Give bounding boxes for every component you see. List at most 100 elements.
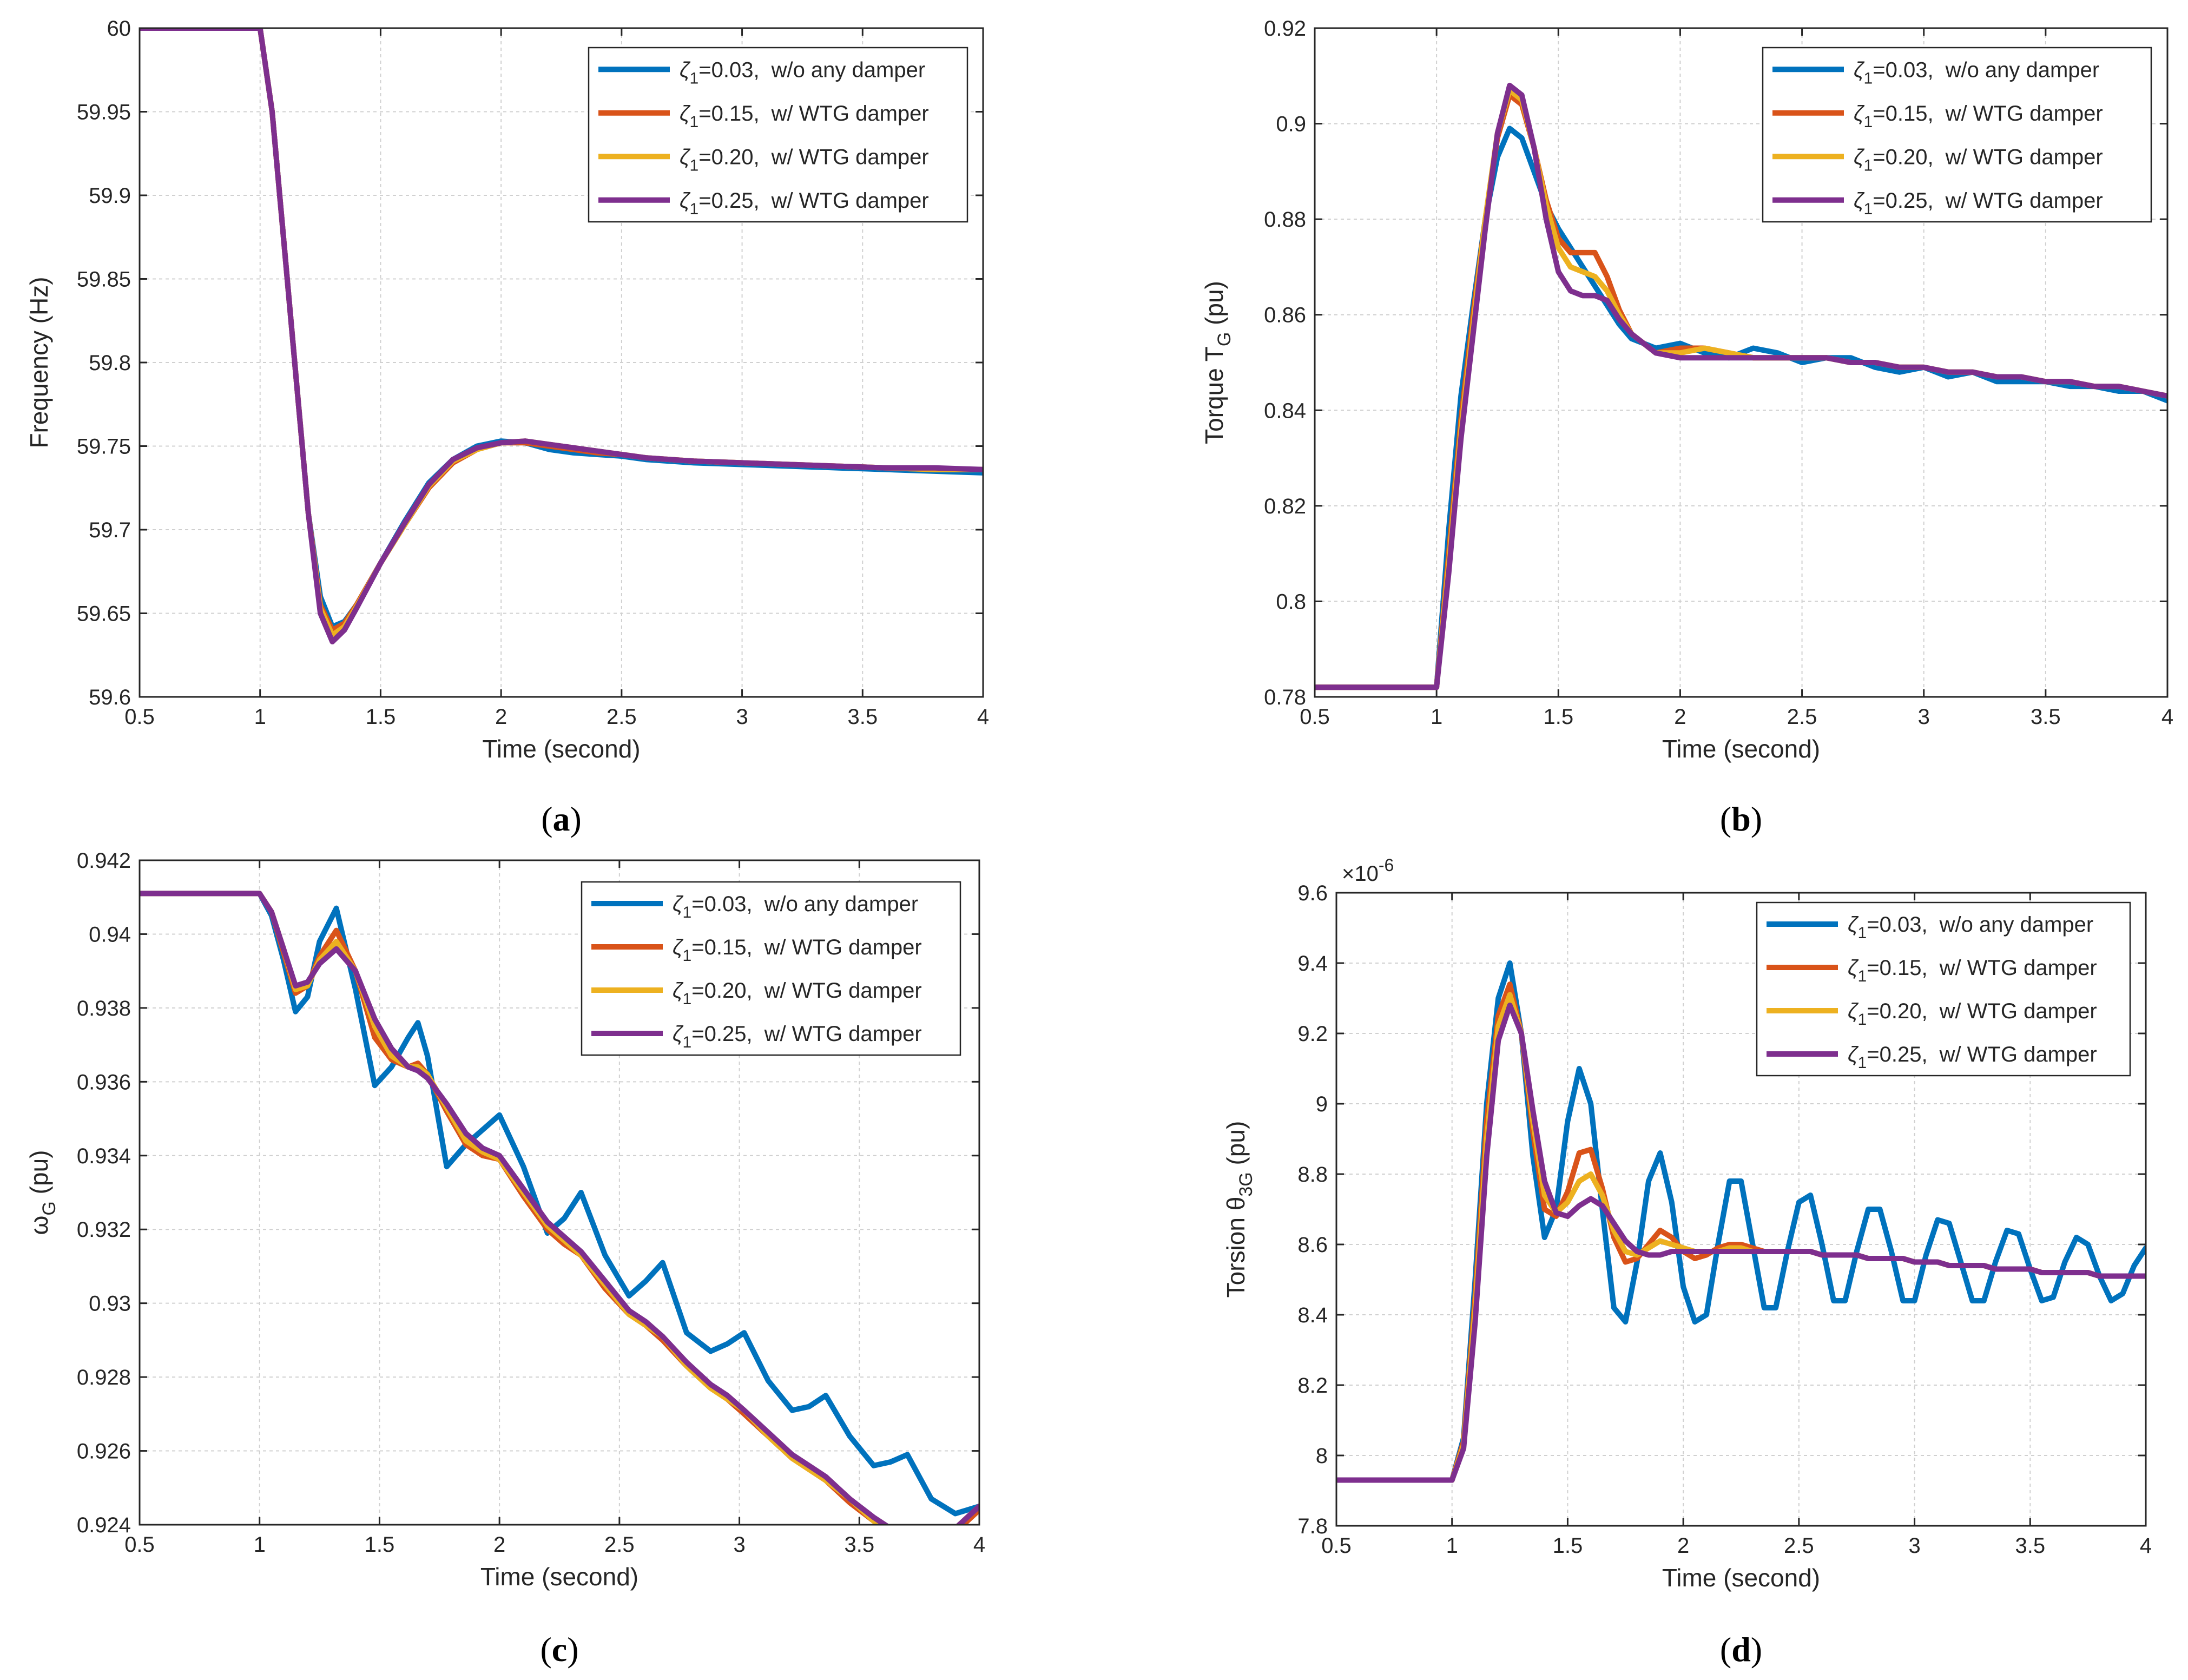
legend-zeta-subscript: 1 (683, 947, 692, 965)
y-axis-label: Frequency (Hz) (25, 277, 53, 449)
y-tick-label: 0.934 (77, 1144, 131, 1168)
x-tick-label: 1 (254, 1533, 266, 1557)
legend-zeta-subscript: 1 (1858, 1011, 1867, 1029)
y-tick-label: 8.4 (1297, 1303, 1328, 1327)
x-tick-label: 1 (1446, 1534, 1458, 1558)
legend-zeta-subscript: 1 (690, 113, 699, 131)
y-axis-exponent: ×10-6 (1342, 855, 1394, 886)
legend-zeta: ζ (680, 189, 691, 213)
x-tick-label: 2 (1674, 705, 1686, 729)
y-tick-label: 0.92 (1264, 17, 1306, 41)
legend-zeta-subscript: 1 (1864, 113, 1873, 131)
legend-zeta: ζ (1854, 102, 1865, 126)
legend-zeta-value: =0.20, (691, 979, 752, 1003)
x-tick-label: 1 (254, 705, 266, 729)
y-axis-label-unit: (pu) (1200, 281, 1228, 332)
x-tick-label: 4 (2161, 705, 2173, 729)
legend-box (581, 881, 961, 1056)
y-axis-label-unit: (pu) (1222, 1121, 1250, 1172)
legend-zeta-subscript: 1 (1858, 924, 1867, 942)
y-tick-label: 0.94 (89, 923, 131, 946)
legend-zeta-subscript: 1 (1864, 156, 1873, 174)
legend-zeta-subscript: 1 (1864, 200, 1873, 218)
legend-description: w/ WTG damper (1939, 956, 2097, 980)
y-tick-label: 0.942 (77, 849, 131, 873)
series-line-4 (1336, 1003, 2146, 1483)
x-tick-label: 3 (736, 705, 748, 729)
legend-label-4: ζ1=0.25, w/ WTG damper (1854, 189, 2103, 218)
x-tick-label: 3.5 (847, 705, 878, 729)
legend-zeta: ζ (1848, 999, 1859, 1023)
y-axis-label-main: ω (25, 1216, 53, 1235)
y-tick-label: 0.86 (1264, 304, 1306, 327)
caption-close-paren: ) (1751, 1630, 1762, 1669)
legend-label-3: ζ1=0.20, w/ WTG damper (1848, 999, 2097, 1029)
y-tick-label: 59.9 (89, 184, 131, 208)
x-tick-label: 2 (495, 705, 507, 729)
legend-zeta: ζ (673, 979, 684, 1003)
legend-label-1: ζ1=0.03, w/o any damper (1854, 58, 2099, 87)
legend-label-1: ζ1=0.03, w/o any damper (1848, 913, 2093, 942)
legend-description: w/ WTG damper (764, 1022, 922, 1046)
y-tick-label: 0.936 (77, 1070, 131, 1094)
legend-label-1: ζ1=0.03, w/o any damper (673, 892, 918, 921)
legend-zeta-subscript: 1 (683, 990, 692, 1008)
x-tick-label: 1.5 (366, 705, 396, 729)
y-tick-label: 59.75 (77, 435, 131, 459)
legend-label-3: ζ1=0.20, w/ WTG damper (1854, 145, 2103, 174)
legend-description: w/o any damper (771, 58, 926, 82)
y-tick-label: 0.78 (1264, 686, 1306, 709)
legend-zeta-value: =0.03, (1867, 913, 1927, 937)
caption-open-paren: ( (541, 800, 552, 838)
legend-zeta: ζ (1854, 58, 1865, 82)
y-tick-label: 0.93 (89, 1292, 131, 1316)
x-tick-label: 4 (2140, 1534, 2152, 1558)
legend-zeta: ζ (673, 1022, 684, 1046)
caption-open-paren: ( (540, 1630, 551, 1669)
y-axis-label-subscript: G (1214, 332, 1235, 346)
legend-label-2: ζ1=0.15, w/ WTG damper (1848, 956, 2097, 985)
legend-label-4: ζ1=0.25, w/ WTG damper (1848, 1043, 2097, 1072)
y-tick-label: 0.924 (77, 1513, 131, 1537)
legend-description: w/ WTG damper (771, 145, 929, 169)
exponent-base: ×10 (1342, 862, 1379, 886)
axes-frame (1314, 27, 2169, 698)
y-tick-label: 8 (1316, 1444, 1328, 1468)
legend-zeta: ζ (673, 935, 684, 959)
caption-close-paren: ) (567, 1630, 578, 1669)
legend-zeta-value: =0.15, (691, 935, 752, 959)
legend-description: w/o any damper (1939, 913, 2094, 937)
y-tick-label: 59.85 (77, 268, 131, 292)
legend-zeta-value: =0.25, (691, 1022, 752, 1046)
y-tick-label: 0.926 (77, 1440, 131, 1464)
legend-zeta-value: =0.25, (698, 189, 759, 213)
legend-description: w/ WTG damper (1939, 999, 2097, 1023)
series-line-4 (1315, 82, 2167, 690)
y-tick-label: 0.938 (77, 997, 131, 1020)
x-tick-label: 4 (973, 1533, 985, 1557)
x-tick-label: 1.5 (365, 1533, 395, 1557)
legend-zeta-subscript: 1 (683, 904, 692, 921)
legend-description: w/ WTG damper (1945, 102, 2103, 126)
panel-c-omega: 0.5 1 1.5 2 2.5 3 3.5 4 0.924 0.926 0.928 0.93 0.932… (25, 849, 985, 1669)
y-tick-label: 59.8 (89, 351, 131, 375)
x-axis-label: Time (second) (480, 1563, 638, 1591)
legend-description: w/o any damper (764, 892, 919, 916)
x-axis-label: Time (second) (482, 735, 640, 763)
x-tick-label: 4 (977, 705, 989, 729)
x-tick-label: 1.5 (1553, 1534, 1583, 1558)
legend-zeta-value: =0.03, (691, 892, 752, 916)
legend-zeta-value: =0.03, (1873, 58, 1933, 82)
x-tick-label: 0.5 (1321, 1534, 1352, 1558)
legend-label-2: ζ1=0.15, w/ WTG damper (673, 935, 922, 965)
legend-description: w/o any damper (1945, 58, 2100, 82)
legend-zeta-subscript: 1 (1858, 967, 1867, 985)
y-tick-label: 0.9 (1276, 113, 1306, 136)
y-tick-label: 8.2 (1297, 1374, 1328, 1398)
x-tick-label: 2 (493, 1533, 505, 1557)
legend-description: w/ WTG damper (771, 102, 929, 126)
legend-box (588, 47, 968, 223)
x-tick-label: 2 (1677, 1534, 1689, 1558)
panel-caption: (d) (1720, 1630, 1762, 1669)
